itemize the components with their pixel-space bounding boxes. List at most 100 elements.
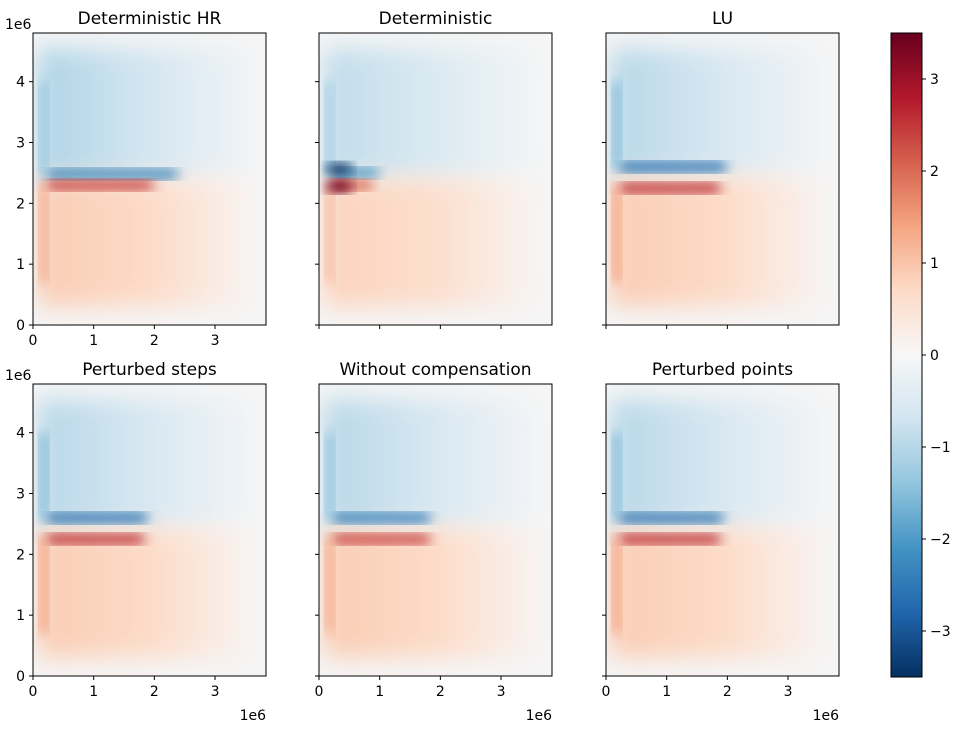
panel-2: Deterministic — [315, 9, 553, 329]
panel-title: Perturbed points — [652, 360, 793, 380]
upper-band — [331, 512, 432, 524]
x-tick-label: 3 — [784, 684, 793, 700]
upper-band — [45, 168, 179, 180]
lower-band — [618, 533, 722, 545]
heatmap-field — [606, 384, 839, 676]
heatmap-field — [319, 384, 552, 676]
upper-region — [323, 48, 538, 180]
lower-band — [45, 533, 146, 545]
upper-boundary-strip — [325, 81, 335, 173]
upper-boundary-strip — [612, 81, 622, 167]
colorbar-tick-label: 0 — [930, 348, 939, 364]
lower-boundary-strip — [325, 539, 335, 634]
colorbar-tick-label: −1 — [930, 440, 951, 456]
panel-3: LU — [602, 9, 840, 329]
y-tick-label: 3 — [16, 487, 25, 503]
heatmap-field — [33, 33, 266, 325]
lower-band — [45, 179, 155, 191]
y-offset-label: 1e6 — [5, 368, 32, 384]
panel-1: 0 1 2 3 0 1 2 3 4 1e6 Deterministic HR — [5, 9, 267, 349]
panel-6: 0 1 2 3 1e6 Perturbed points — [602, 360, 840, 724]
x-offset-label: 1e6 — [813, 708, 840, 724]
panel-title: Without compensation — [339, 360, 531, 380]
y-tick-label: 1 — [16, 257, 25, 273]
lower-region — [37, 179, 252, 307]
y-tick-label: 0 — [16, 669, 25, 685]
lower-region — [610, 528, 825, 658]
colorbar-tick-label: −2 — [930, 532, 951, 548]
colorbar-tick-label: 3 — [930, 72, 939, 88]
x-offset-label: 1e6 — [240, 708, 267, 724]
x-tick-label: 3 — [497, 684, 506, 700]
x-tick-label: 1 — [89, 333, 98, 349]
upper-region — [323, 399, 538, 529]
colorbar: 3 2 1 0 −1 −2 −3 — [890, 32, 951, 678]
x-tick-label: 1 — [375, 684, 384, 700]
colorbar-gradient — [890, 32, 923, 678]
x-tick-label: 1 — [662, 684, 671, 700]
lower-boundary-strip — [39, 539, 49, 634]
colorbar-tick-label: 2 — [930, 164, 939, 180]
y-offset-label: 1e6 — [5, 17, 32, 33]
x-offset-label: 1e6 — [526, 708, 553, 724]
y-tick-label: 0 — [16, 318, 25, 334]
x-tick-label: 1 — [89, 684, 98, 700]
x-tick-label: 0 — [29, 333, 38, 349]
upper-band — [45, 512, 149, 524]
axes-frame — [605, 383, 840, 677]
axes-frame — [318, 383, 553, 677]
axes-frame — [32, 383, 267, 677]
upper-band — [618, 512, 725, 524]
lower-region — [323, 528, 538, 658]
axes-frame — [318, 32, 553, 326]
panel-title: Deterministic — [379, 9, 493, 29]
upper-region — [610, 48, 825, 178]
x-tick-label: 3 — [211, 684, 220, 700]
upper-boundary-strip — [612, 432, 622, 518]
panel-title: Perturbed steps — [82, 360, 217, 380]
lower-region — [37, 528, 252, 658]
lower-boundary-strip — [325, 185, 335, 283]
x-tick-label: 2 — [723, 684, 732, 700]
y-tick-label: 3 — [16, 136, 25, 152]
panel-4: 0 1 2 3 0 1 2 3 4 1e6 1e6 Perturbed steps — [5, 360, 267, 724]
lower-boundary-strip — [39, 185, 49, 283]
x-tick-label: 2 — [150, 333, 159, 349]
upper-boundary-strip — [325, 432, 335, 518]
axes-frame — [605, 32, 840, 326]
lower-boundary-strip — [612, 188, 622, 283]
x-tick-label: 0 — [602, 684, 611, 700]
lower-band — [331, 533, 432, 545]
x-tick-label: 2 — [150, 684, 159, 700]
x-tick-label: 0 — [315, 684, 324, 700]
heatmap-field — [606, 33, 839, 325]
heatmap-field — [319, 33, 552, 325]
x-tick-label: 2 — [436, 684, 445, 700]
x-tick-label: 3 — [211, 333, 220, 349]
colorbar-tick-label: 1 — [930, 256, 939, 272]
y-tick-label: 2 — [16, 196, 25, 212]
extreme-blob — [325, 162, 353, 176]
extreme-blob — [325, 179, 353, 193]
colorbar-tick-label: −3 — [930, 624, 951, 640]
upper-boundary-strip — [39, 81, 49, 175]
upper-boundary-strip — [39, 432, 49, 518]
axes-frame — [32, 32, 267, 326]
lower-band — [618, 182, 722, 194]
upper-band — [618, 161, 728, 173]
lower-region — [323, 179, 538, 307]
y-tick-label: 4 — [16, 426, 25, 442]
upper-region — [37, 399, 252, 529]
lower-boundary-strip — [612, 539, 622, 634]
lower-region — [610, 177, 825, 307]
panel-5: 0 1 2 3 1e6 Without compensation — [315, 360, 553, 724]
x-tick-label: 0 — [29, 684, 38, 700]
upper-region — [37, 48, 252, 180]
y-tick-label: 1 — [16, 608, 25, 624]
upper-region — [610, 399, 825, 529]
y-tick-label: 4 — [16, 75, 25, 91]
panel-title: Deterministic HR — [78, 9, 222, 29]
heatmap-field — [33, 384, 266, 676]
panel-title: LU — [712, 9, 733, 29]
